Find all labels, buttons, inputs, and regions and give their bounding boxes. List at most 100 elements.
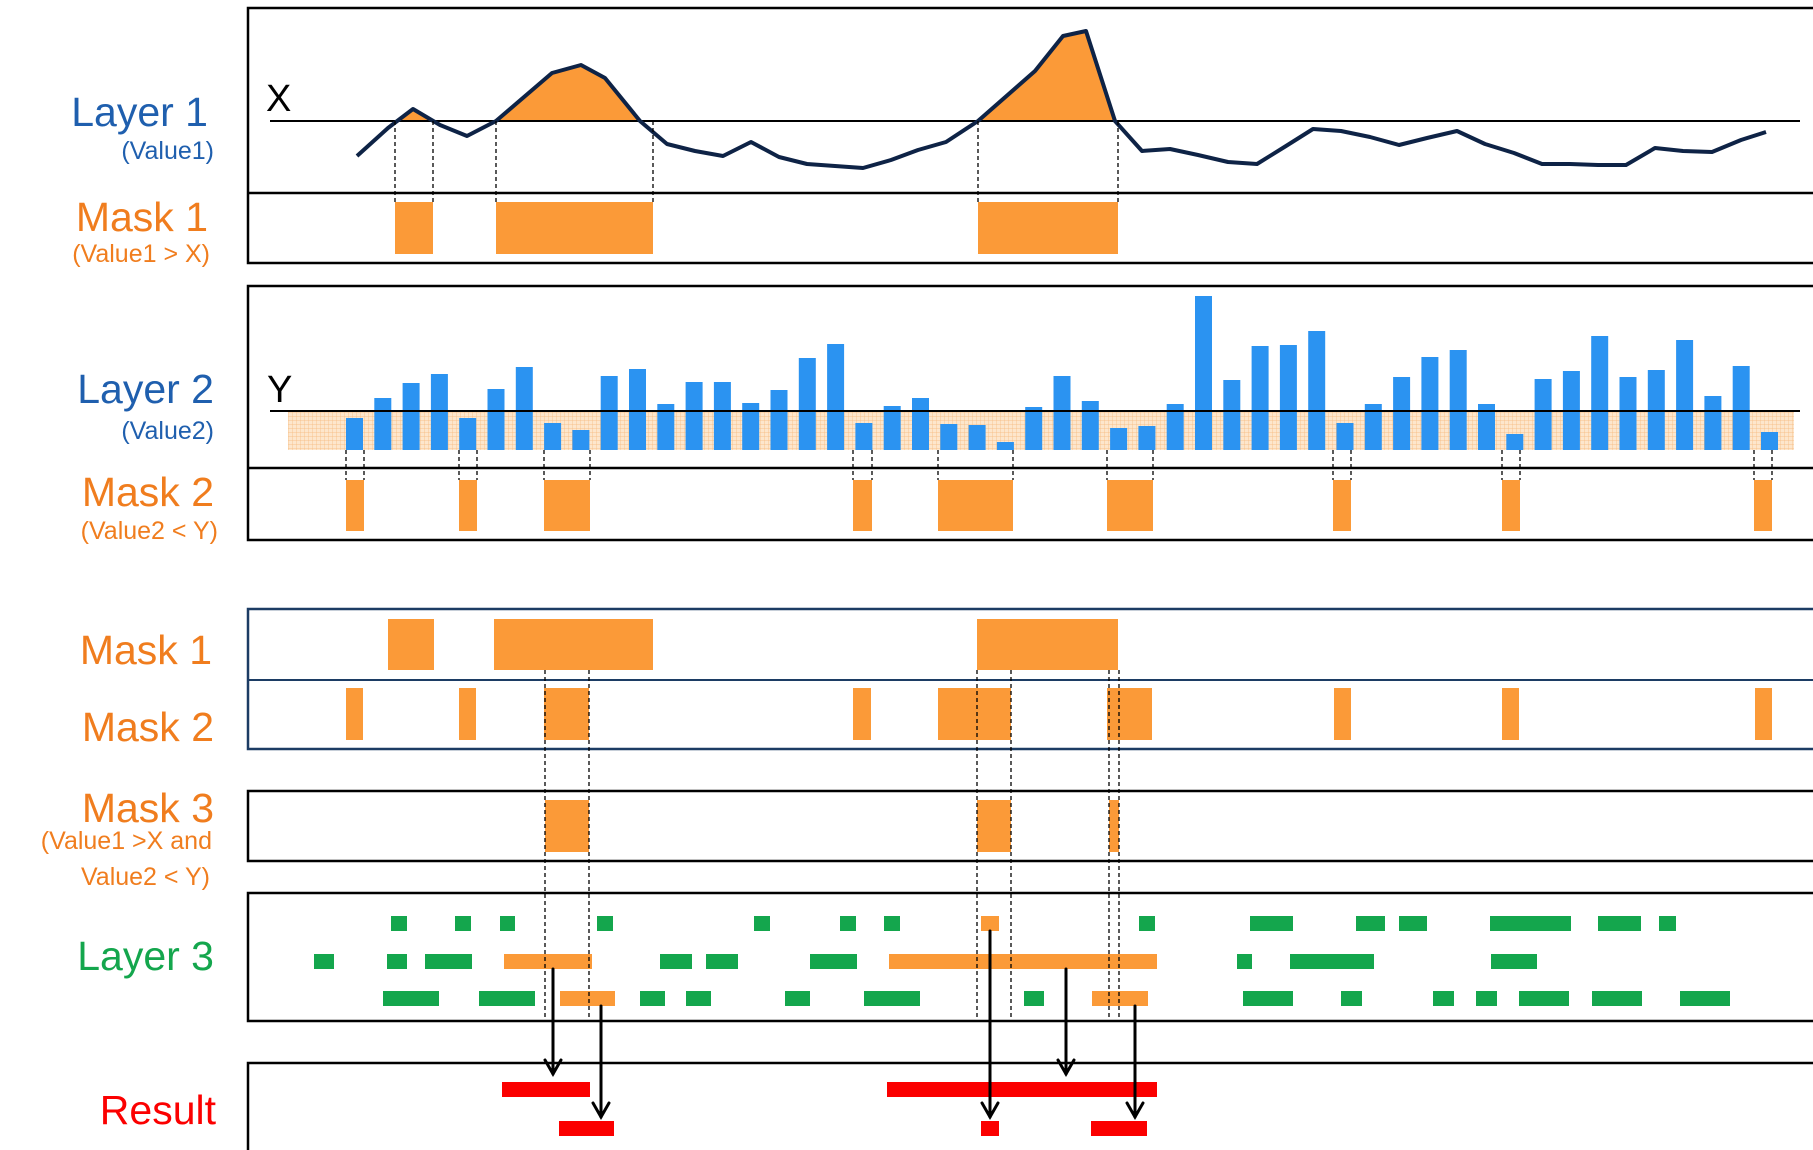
mask1-row-block-3 [977,619,1118,670]
mask3-sub-label-2: Value2 < Y) [81,863,210,891]
panel-mask3 [246,789,1813,863]
layer2-bar [1619,377,1637,450]
layer3-segment [884,916,900,931]
mask3-sub-label-1: (Value1 >X and [41,827,212,855]
result-segment [887,1082,1157,1097]
layer3-segment [391,916,407,931]
layer2-sub-label: (Value2) [121,417,214,445]
threshold-x-label: X [266,78,291,120]
panel-layer1-mask1: X [246,6,1813,265]
layer2-bar [912,398,929,450]
arrow-icon [543,967,563,1078]
layer2-bar [629,369,646,450]
layer2-bar [1364,404,1382,450]
result-segments [502,1082,1157,1136]
layer3-segment [1491,954,1537,969]
layer2-bar [940,424,958,450]
mask1-row-block-1 [388,619,434,670]
layer2-bar [657,404,675,450]
layer2-bar [1279,345,1297,450]
panel-layer2-mask2: Y [246,284,1813,542]
panel5-frame [246,891,1813,1023]
layer2-bar [515,367,533,450]
mask2-row-block-6 [1107,688,1152,740]
layer2-bar [544,423,562,450]
layer3-segment [387,954,407,969]
layer3-highlight-segment [504,954,592,969]
layer3-highlight-segment [981,916,999,931]
layer2-bar [798,358,816,450]
layer3-highlight-segment [560,991,615,1006]
mask2-row-block-2 [459,688,476,740]
mask2-block-7 [1333,480,1351,531]
layer2-bar [1053,376,1071,450]
layer2-bar [996,442,1014,450]
layer3-segment [1139,916,1155,931]
layer3-highlight-segment [889,954,1157,969]
left-labels: Layer 1 (Value1) Mask 1 (Value1 > X) Lay… [41,89,218,1133]
layer2-bar [1251,346,1269,450]
mask2-label-second: Mask 2 [82,704,214,750]
layer3-segment [1341,991,1362,1006]
layer1-value-line [355,29,1767,170]
layer1-sub-label: (Value1) [121,137,214,165]
mask2-row-block-1 [346,688,363,740]
mask1-label: Mask 1 [76,194,208,240]
layer3-segment [383,991,439,1006]
panel-layer3 [246,891,1813,1023]
mask1-block-2 [496,202,653,254]
layer2-bar [713,382,731,450]
layer2-bar [1336,423,1354,450]
mask2-row-block-8 [1502,688,1519,740]
mask3-block-2 [977,800,1011,852]
layer3-segment [840,916,856,931]
layer2-bar [1081,401,1099,450]
panel6-frame [246,1061,1813,1150]
layer3-segment [1592,991,1642,1006]
layer3-segment [686,991,711,1006]
mask1-block-3 [978,202,1118,254]
layer2-bar [1421,357,1439,450]
layer2-bars [346,296,1778,450]
layer3-segment [1519,991,1569,1006]
layer2-label: Layer 2 [77,366,214,412]
layer2-bar [1025,407,1043,450]
layer2-bar [1166,404,1184,450]
layer3-segment [706,954,738,969]
arrow-icon [1125,1004,1145,1121]
layer2-bar [1761,432,1778,450]
threshold-y-label: Y [267,369,292,411]
layer2-bar [742,403,760,450]
layer3-green-segments [314,916,1730,1006]
layer3-segment [1237,954,1252,969]
layer3-segment [455,916,471,931]
layer3-label: Layer 3 [77,933,214,979]
mask2-block-4 [853,480,872,531]
arrow-icon [591,1004,611,1121]
layer3-segment [1433,991,1454,1006]
mask1-label-second: Mask 1 [80,627,212,673]
layer3-segment [479,991,535,1006]
layer2-bar [685,382,703,450]
arrow-icon [980,929,1000,1121]
mask1-row-blocks [388,619,1118,670]
layer3-segment [810,954,857,969]
layer3-segment [1490,916,1571,931]
panel4-frame [246,789,1813,863]
mask2-row-block-7 [1334,688,1351,740]
layer3-segment [1024,991,1044,1006]
mask2-row-blocks [346,688,1772,740]
layer1-mask1-connectors [394,121,1119,202]
layer2-bar [827,344,845,450]
layer2-bar [1223,380,1241,450]
layer2-bar [1308,331,1326,450]
layer1-peak-3 [978,31,1115,121]
layer1-peak-1 [395,109,433,121]
layer2-bar [1534,379,1552,450]
layer3-segment [1250,916,1293,931]
layer3-segment [660,954,692,969]
layer3-segment [1680,991,1730,1006]
layer3-segment [597,916,613,931]
layer2-mask2-connectors [345,450,1773,480]
